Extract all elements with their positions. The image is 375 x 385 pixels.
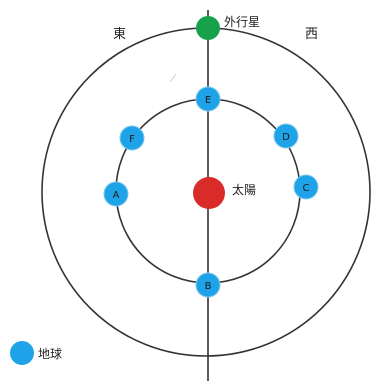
earth-letter: C	[303, 183, 310, 194]
earth-marker	[119, 125, 145, 151]
east-label: 東	[113, 26, 126, 42]
earth-letter: A	[113, 190, 120, 201]
earth-marker	[103, 181, 129, 207]
legend-earth-swatch	[10, 341, 34, 365]
sun	[193, 177, 225, 209]
legend: 地球	[10, 341, 62, 365]
west-label: 西	[305, 27, 318, 42]
earth-position-f: F	[119, 125, 145, 151]
earth-position-b: B	[195, 272, 221, 298]
earth-marker	[195, 86, 221, 112]
earth-position-c: C	[293, 174, 319, 200]
earth-marker	[195, 272, 221, 298]
faint-guide-line	[169, 73, 177, 83]
earth-letter: F	[129, 134, 135, 145]
earth-letter: D	[282, 132, 290, 143]
earth-marker	[273, 123, 299, 149]
earth-letter: B	[205, 281, 212, 292]
earth-position-d: D	[273, 123, 299, 149]
outer-planet	[196, 16, 220, 40]
earth-position-a: A	[103, 181, 129, 207]
earth-letter: E	[205, 95, 211, 106]
outer-planet-label: 外行星	[224, 15, 260, 29]
legend-earth-label: 地球	[38, 347, 62, 361]
sun-label: 太陽	[232, 182, 256, 197]
earth-marker	[293, 174, 319, 200]
earth-position-e: E	[195, 86, 221, 112]
